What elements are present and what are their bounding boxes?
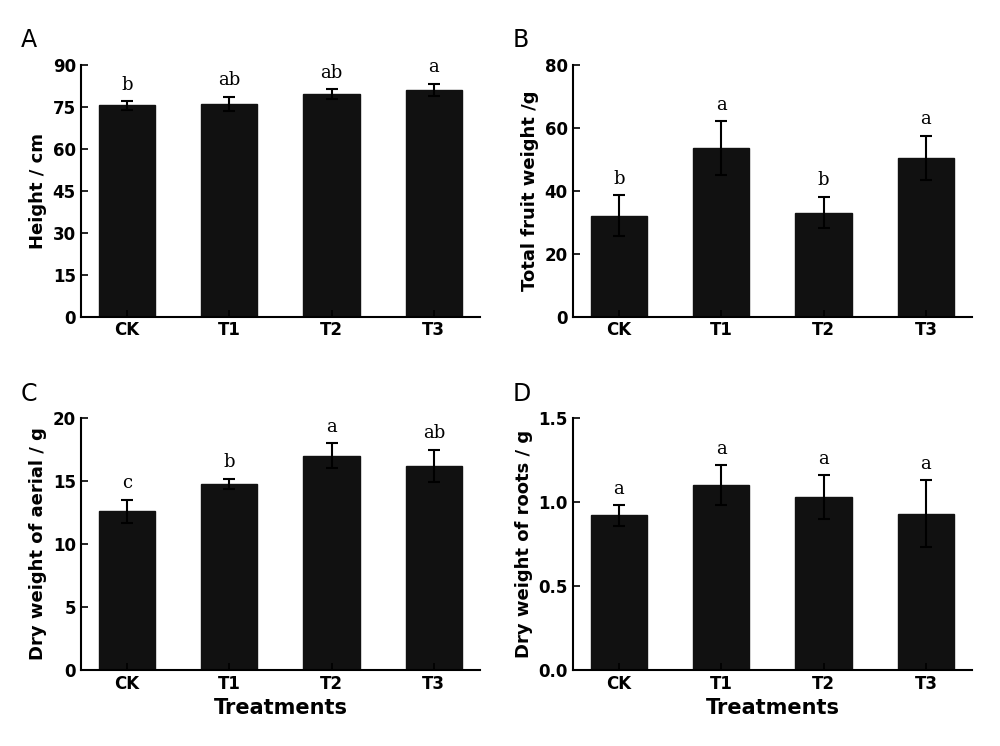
Y-axis label: Height / cm: Height / cm bbox=[29, 133, 47, 248]
Text: a: a bbox=[614, 480, 624, 498]
Bar bbox=[591, 216, 647, 316]
Bar bbox=[201, 104, 257, 316]
Text: b: b bbox=[223, 453, 235, 471]
Text: a: a bbox=[716, 96, 727, 114]
Text: D: D bbox=[513, 381, 531, 406]
Bar bbox=[406, 466, 462, 670]
Text: b: b bbox=[818, 172, 829, 189]
Text: ab: ab bbox=[218, 72, 240, 90]
Text: C: C bbox=[21, 381, 37, 406]
Bar bbox=[795, 213, 852, 316]
Text: a: a bbox=[428, 58, 439, 76]
Text: A: A bbox=[21, 28, 37, 52]
X-axis label: Treatments: Treatments bbox=[213, 698, 347, 718]
Text: a: a bbox=[921, 110, 931, 128]
Bar bbox=[99, 511, 155, 670]
Text: c: c bbox=[122, 474, 132, 492]
Text: B: B bbox=[513, 28, 529, 52]
Bar bbox=[591, 515, 647, 670]
Text: ab: ab bbox=[320, 63, 343, 81]
Bar bbox=[406, 90, 462, 316]
Y-axis label: Total fruit weight /g: Total fruit weight /g bbox=[521, 90, 539, 291]
Bar bbox=[898, 514, 954, 670]
Text: b: b bbox=[613, 170, 625, 188]
Bar bbox=[303, 456, 360, 670]
Y-axis label: Dry weight of roots / g: Dry weight of roots / g bbox=[515, 430, 533, 658]
Bar bbox=[795, 497, 852, 670]
Text: a: a bbox=[716, 439, 727, 457]
Text: b: b bbox=[121, 75, 133, 94]
Bar bbox=[693, 485, 749, 670]
Text: ab: ab bbox=[423, 424, 445, 442]
Bar bbox=[303, 94, 360, 316]
Text: a: a bbox=[818, 450, 829, 468]
Bar bbox=[898, 157, 954, 316]
X-axis label: Treatments: Treatments bbox=[705, 698, 839, 718]
Bar bbox=[693, 148, 749, 316]
Bar bbox=[201, 483, 257, 670]
Text: a: a bbox=[326, 418, 337, 436]
Y-axis label: Dry weight of aerial / g: Dry weight of aerial / g bbox=[29, 427, 47, 660]
Bar bbox=[99, 105, 155, 316]
Text: a: a bbox=[921, 454, 931, 473]
